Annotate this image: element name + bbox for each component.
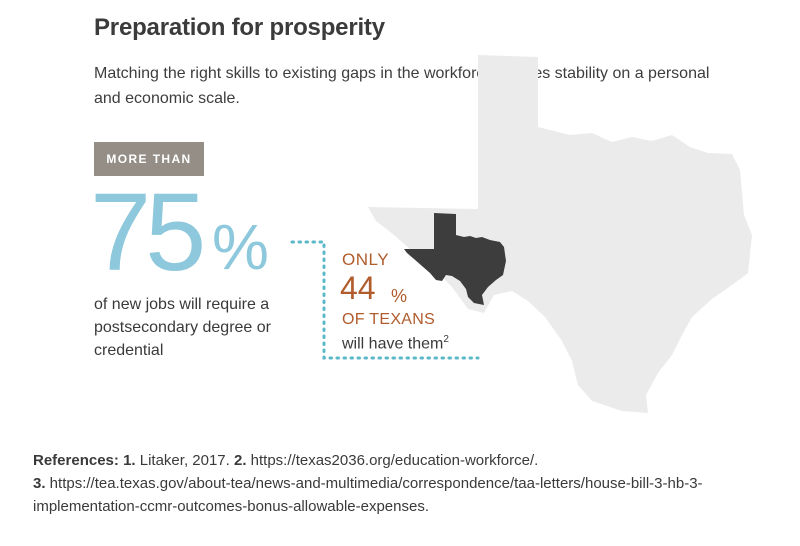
secondary-stat-number: 44 (340, 270, 376, 306)
reference-number-2: 2. (233, 452, 247, 469)
references: References: 1. Litaker, 2017. 2. https:/… (33, 449, 773, 518)
secondary-stat-prefix: ONLY (342, 250, 390, 269)
secondary-stat-suffix-text: will have them (342, 335, 444, 353)
main-stat-description: of new jobs will require a postsecondary… (94, 296, 271, 359)
more-than-badge: MORE THAN (94, 142, 204, 176)
reference-2: https://texas2036.org/education-workforc… (246, 452, 539, 469)
secondary-stat-label: OF TEXANS (342, 311, 436, 328)
dotted-connector (290, 240, 480, 360)
page-title: Preparation for prosperity (94, 14, 385, 41)
footnote-marker: 2 (443, 334, 449, 345)
reference-number-3: 3. (33, 475, 46, 492)
references-lead: References: (33, 452, 119, 469)
texas-map-background (368, 55, 752, 413)
reference-1: Litaker, 2017. (135, 452, 234, 469)
main-stat-number: 75 (90, 171, 206, 294)
page-subtitle: Matching the right skills to existing ga… (94, 65, 710, 107)
main-stat-unit: % (212, 211, 269, 283)
texas-map-highlight (404, 213, 506, 305)
reference-number-1: 1. (123, 452, 136, 469)
secondary-stat-suffix: will have them2 (342, 330, 449, 354)
reference-3: https://tea.texas.gov/about-tea/news-and… (33, 475, 703, 515)
secondary-stat-unit: % (391, 286, 408, 306)
